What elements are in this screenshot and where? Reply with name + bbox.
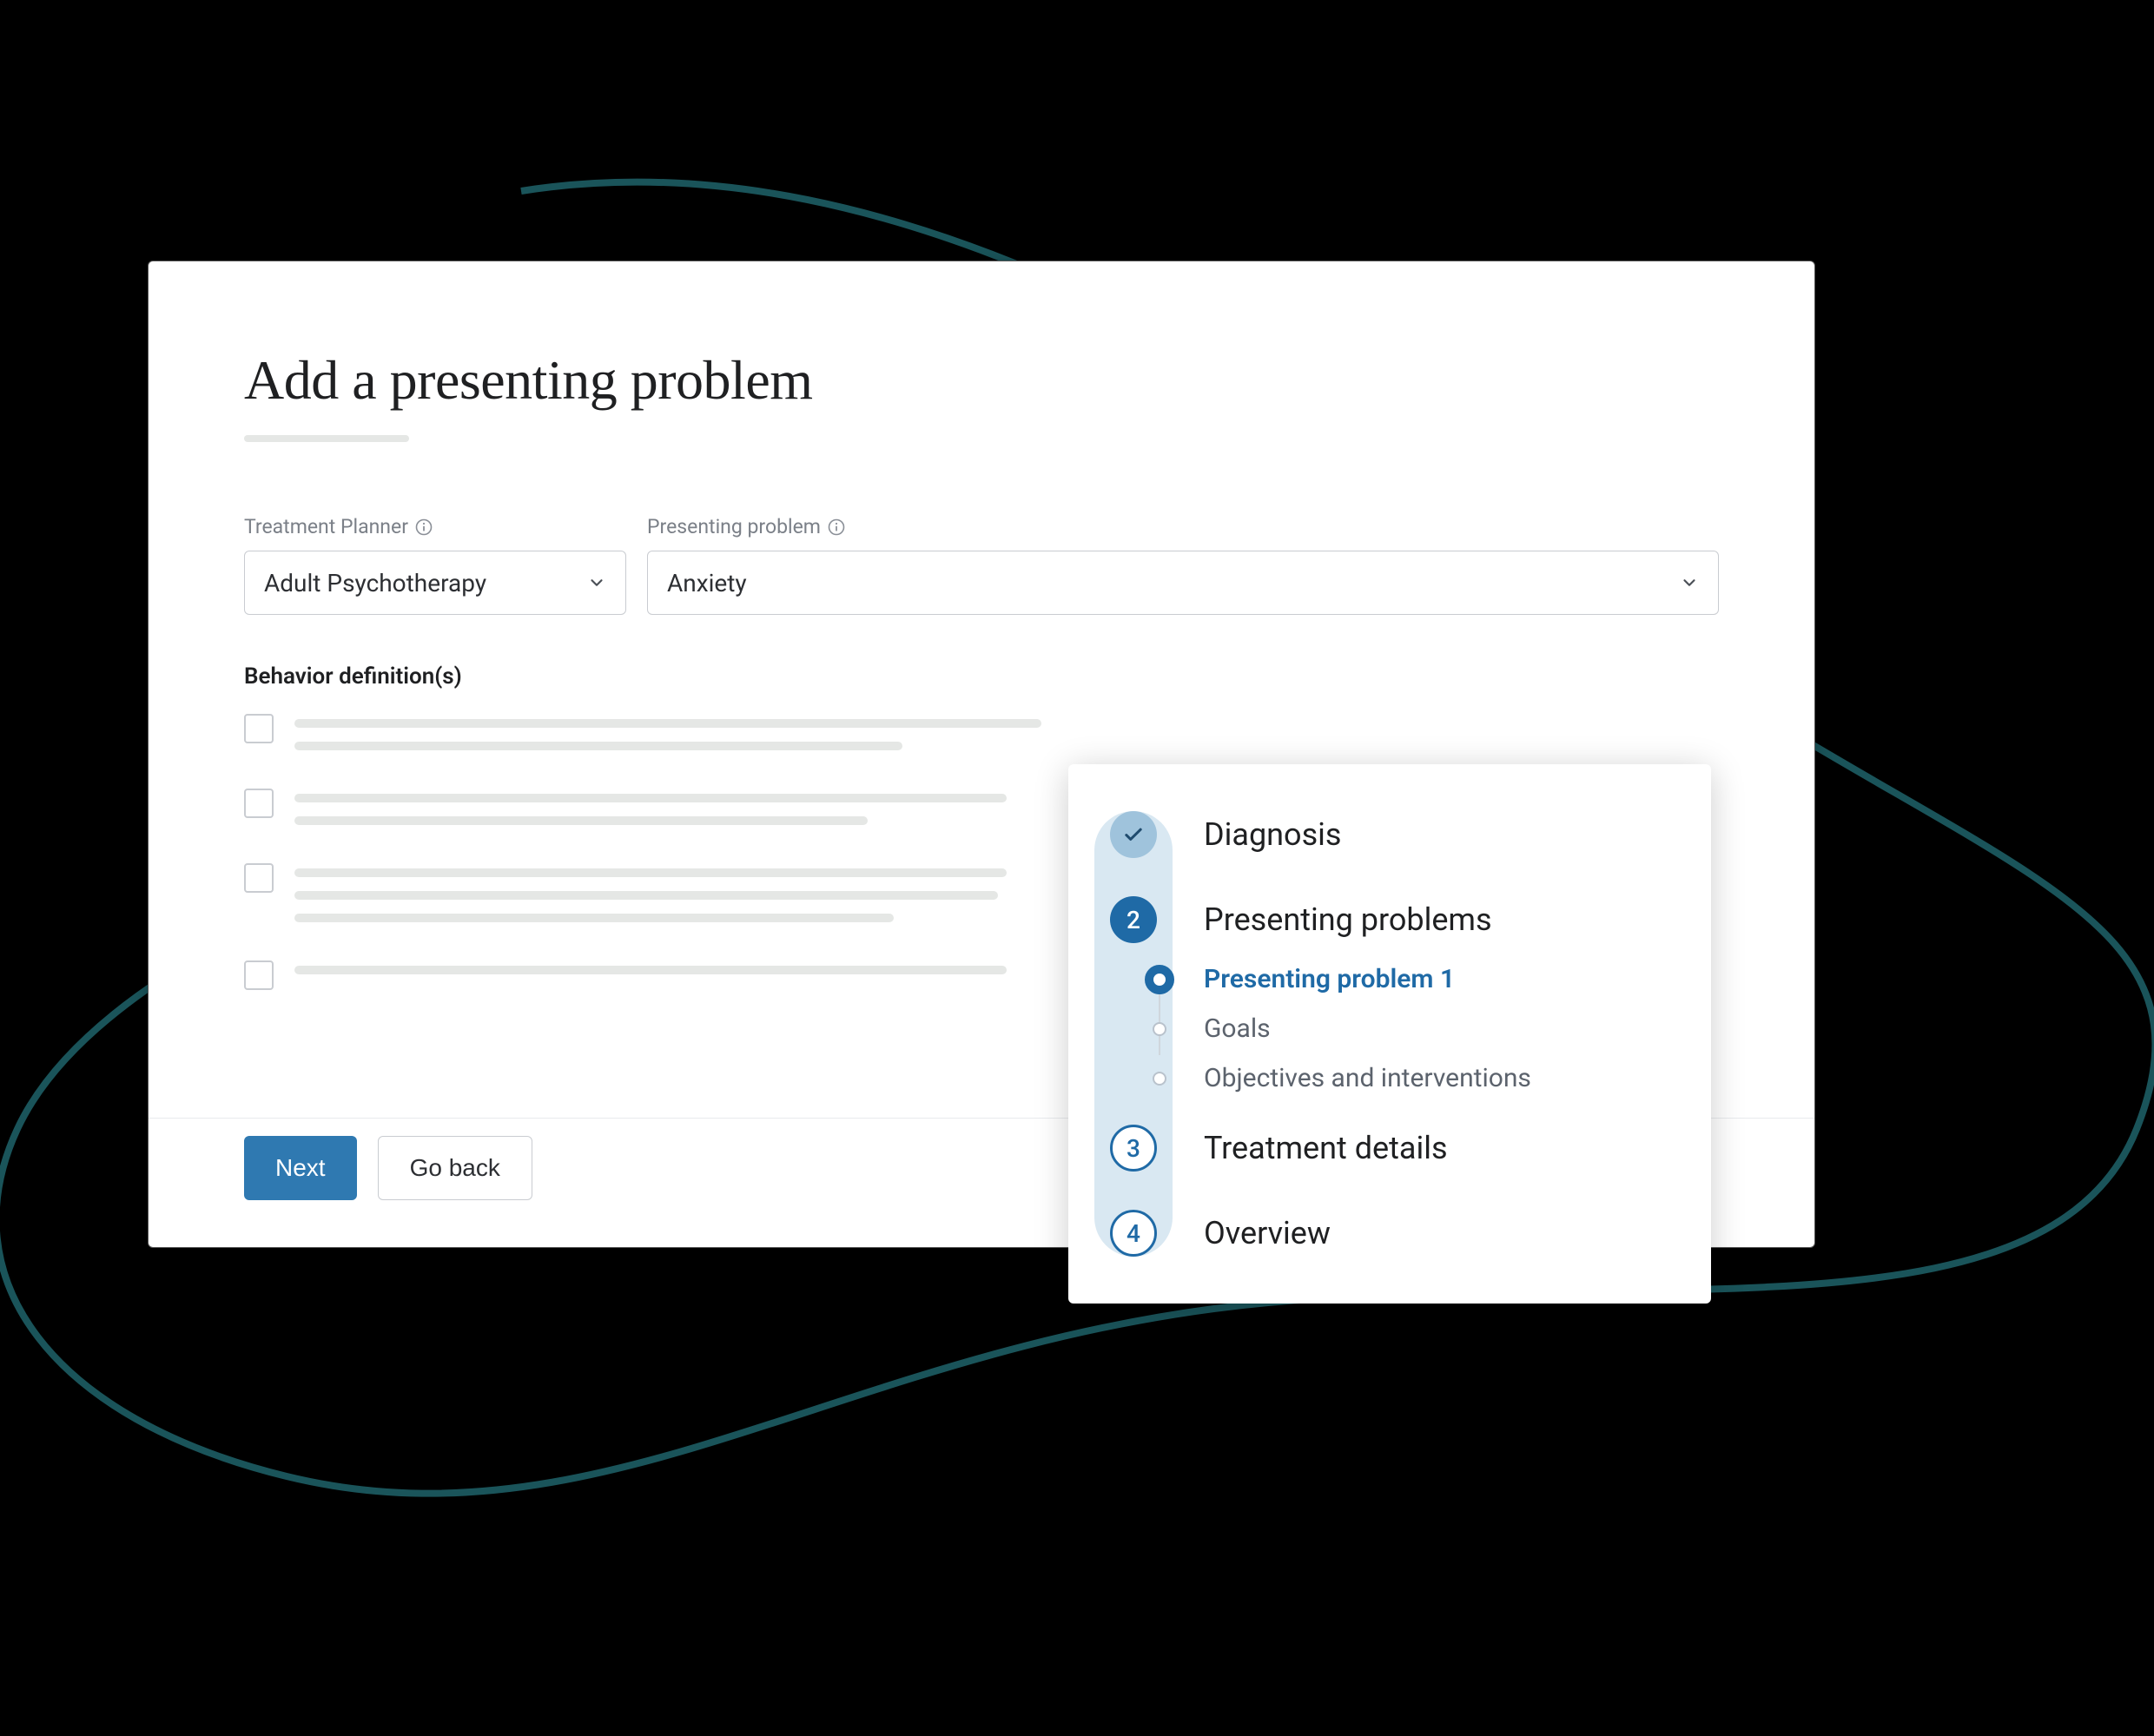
step-upcoming-badge: 4 [1110,1210,1157,1257]
chevron-down-icon [587,573,606,592]
step-label: Presenting problems [1204,901,1492,938]
substep-label: Objectives and interventions [1204,1063,1531,1093]
step-label: Treatment details [1204,1130,1448,1166]
behavior-definition-item [244,714,1719,764]
step-overview[interactable]: 4 Overview [1094,1210,1676,1257]
placeholder-line [294,891,998,900]
stepper-content: Diagnosis 2 Presenting problems Presenti… [1094,811,1676,1257]
stepper-card: Diagnosis 2 Presenting problems Presenti… [1068,764,1711,1304]
presenting-problem-select[interactable]: Anxiety [647,551,1719,615]
placeholder-line [294,868,1007,877]
presenting-problem-label-text: Presenting problem [647,515,821,538]
next-button[interactable]: Next [244,1136,357,1200]
step-presenting-problems[interactable]: 2 Presenting problems [1094,896,1676,943]
substep-dot [1153,1072,1166,1086]
substeps: Presenting problem 1 Goals Objectives an… [1204,964,1676,1093]
substep-objectives[interactable]: Objectives and interventions [1204,1063,1676,1093]
form-row: Treatment Planner Adult Psychotherapy Pr… [244,515,1719,615]
substep-goals[interactable]: Goals [1204,1013,1676,1044]
presenting-problem-label: Presenting problem [647,515,1719,538]
behavior-definition-checkbox[interactable] [244,960,274,990]
behavior-definition-placeholder [294,960,1007,988]
behavior-definition-placeholder [294,863,1007,936]
placeholder-line [294,794,1007,802]
step-active-badge: 2 [1110,896,1157,943]
treatment-planner-value: Adult Psychotherapy [264,569,486,597]
placeholder-line [294,816,868,825]
presenting-problem-field: Presenting problem Anxiety [647,515,1719,615]
step-upcoming-badge: 3 [1110,1125,1157,1172]
behavior-definitions-label: Behavior definition(s) [244,663,1719,690]
info-icon[interactable] [415,518,433,536]
step-treatment-details[interactable]: 3 Treatment details [1094,1125,1676,1172]
step-label: Diagnosis [1204,816,1342,853]
behavior-definition-placeholder [294,789,1007,839]
substep-presenting-problem-1[interactable]: Presenting problem 1 [1204,964,1676,994]
page-title: Add a presenting problem [244,348,1719,413]
substep-label: Presenting problem 1 [1204,964,1455,994]
behavior-definition-placeholder [294,714,1041,764]
footer-actions: Next Go back [244,1136,532,1200]
treatment-planner-label: Treatment Planner [244,515,626,538]
behavior-definition-checkbox[interactable] [244,714,274,743]
step-label: Overview [1204,1215,1331,1251]
placeholder-line [294,719,1041,728]
substep-dot [1153,1022,1166,1036]
behavior-definition-checkbox[interactable] [244,863,274,893]
substep-label: Goals [1204,1013,1271,1044]
title-underline [244,435,409,442]
presenting-problem-value: Anxiety [667,569,747,597]
substep-active-dot [1145,965,1174,994]
chevron-down-icon [1680,573,1699,592]
treatment-planner-select[interactable]: Adult Psychotherapy [244,551,626,615]
info-icon[interactable] [828,518,845,536]
go-back-button[interactable]: Go back [378,1136,532,1200]
placeholder-line [294,742,902,750]
behavior-definition-checkbox[interactable] [244,789,274,818]
treatment-planner-label-text: Treatment Planner [244,515,408,538]
placeholder-line [294,966,1007,974]
step-complete-badge [1110,811,1157,858]
step-diagnosis[interactable]: Diagnosis [1094,811,1676,858]
treatment-planner-field: Treatment Planner Adult Psychotherapy [244,515,626,615]
placeholder-line [294,914,894,922]
